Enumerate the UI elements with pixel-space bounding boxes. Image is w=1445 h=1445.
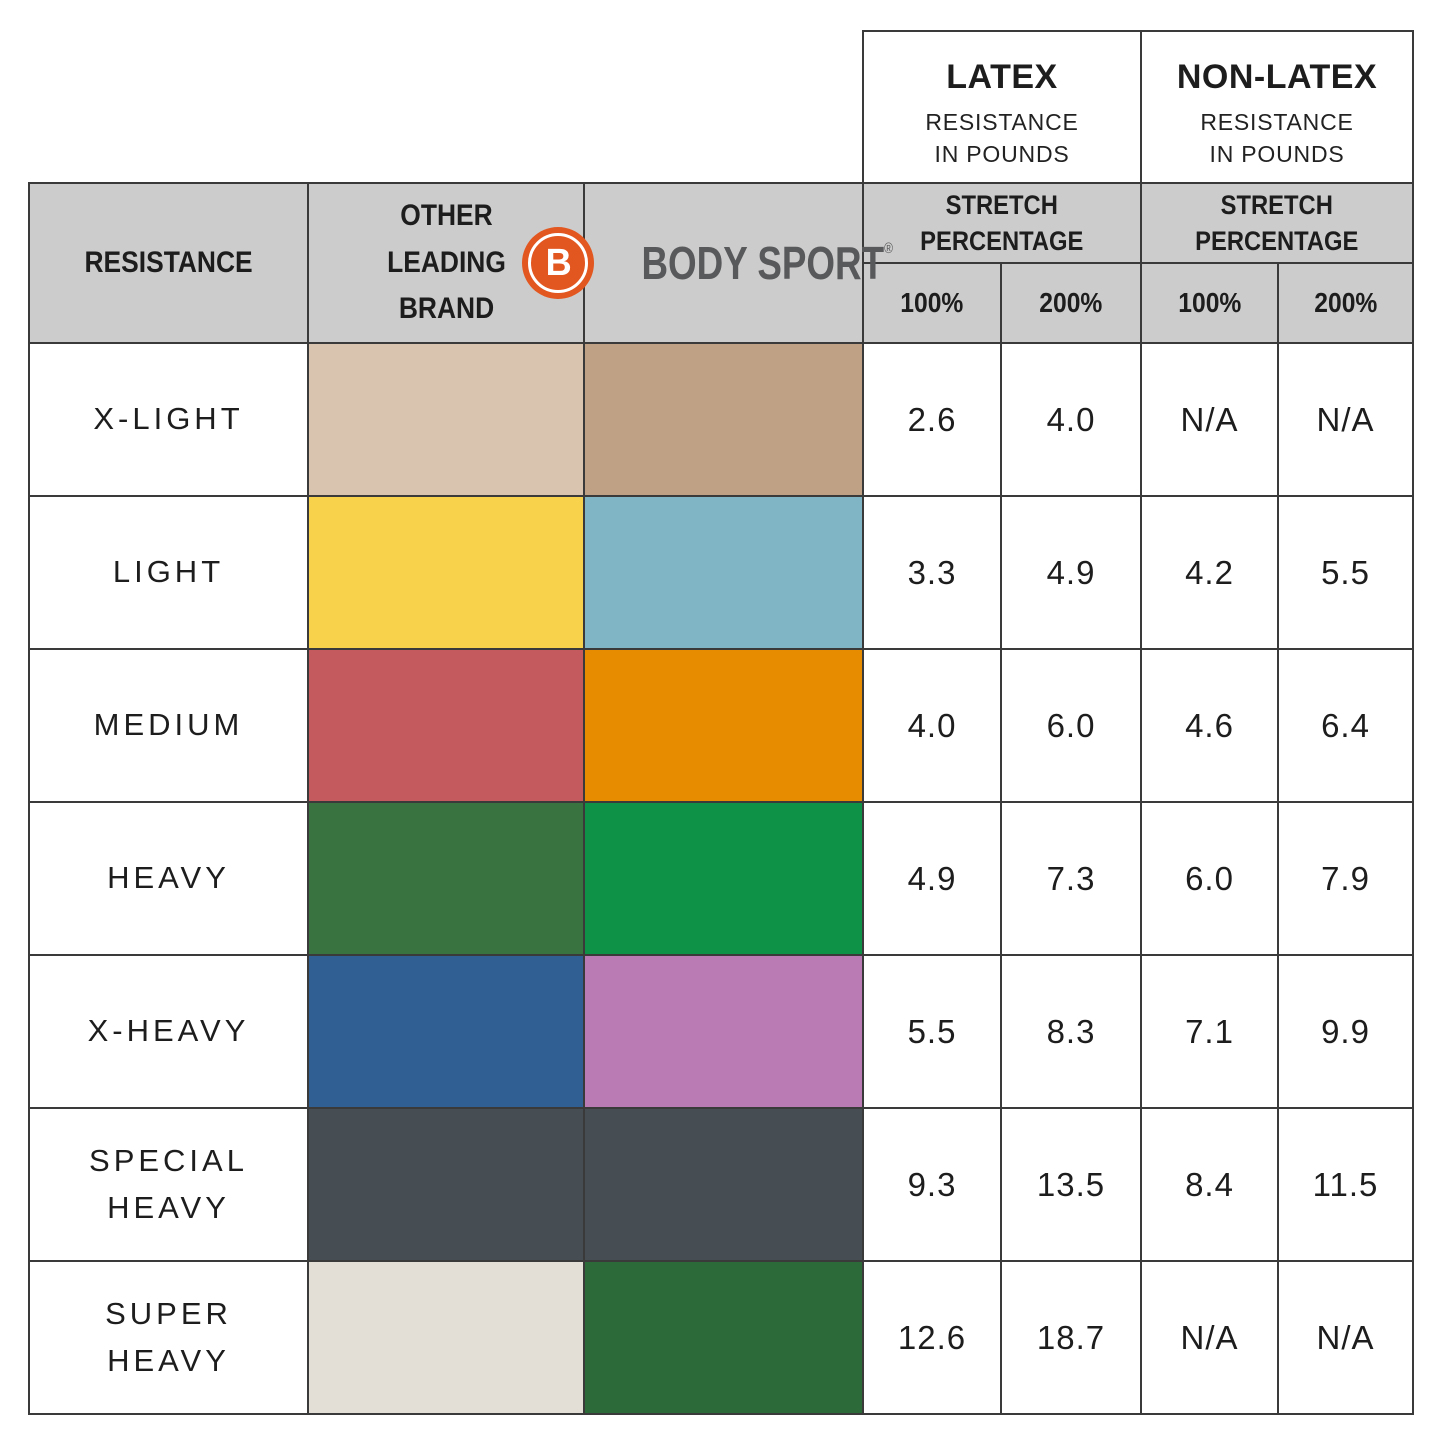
header-cell-latex-100: 100% xyxy=(864,264,1000,342)
body-sport-swatch xyxy=(585,497,862,648)
value-cell: 12.6 xyxy=(864,1262,1000,1413)
header-cell-resistance: RESISTANCE xyxy=(30,184,307,342)
value-cell: 7.1 xyxy=(1142,956,1277,1107)
value-cell: 8.4 xyxy=(1142,1109,1277,1260)
value-cell: 5.5 xyxy=(864,956,1000,1107)
body-sport-swatch xyxy=(585,344,862,495)
value-cell: 18.7 xyxy=(1002,1262,1140,1413)
value-cell: 9.3 xyxy=(864,1109,1000,1260)
value-cell: 4.2 xyxy=(1142,497,1277,648)
value-cell: 6.0 xyxy=(1142,803,1277,954)
value-cell: 11.5 xyxy=(1279,1109,1412,1260)
value-cell: 4.0 xyxy=(864,650,1000,801)
latex-subtitle: RESISTANCE IN POUNDS xyxy=(925,109,1079,167)
value-cell: 4.9 xyxy=(864,803,1000,954)
value-cell: 4.6 xyxy=(1142,650,1277,801)
value-cell: 5.5 xyxy=(1279,497,1412,648)
value-cell: 9.9 xyxy=(1279,956,1412,1107)
other-brand-swatch xyxy=(309,344,583,495)
row-label: SPECIAL HEAVY xyxy=(30,1109,307,1260)
row-label: LIGHT xyxy=(30,497,307,648)
value-cell: N/A xyxy=(1142,344,1277,495)
body-sport-swatch xyxy=(585,956,862,1107)
value-cell: 6.0 xyxy=(1002,650,1140,801)
header-cell-non-latex-stretch: STRETCH PERCENTAGE xyxy=(1142,184,1412,262)
latex-group-header: LATEX RESISTANCE IN POUNDS xyxy=(862,30,1142,182)
comparison-table: RESISTANCE OTHER LEADING BRAND B BODY SP… xyxy=(28,182,1414,1415)
value-cell: 4.0 xyxy=(1002,344,1140,495)
other-brand-swatch xyxy=(309,1262,583,1413)
value-cell: 2.6 xyxy=(864,344,1000,495)
row-label: SUPER HEAVY xyxy=(30,1262,307,1413)
value-cell: 8.3 xyxy=(1002,956,1140,1107)
header-cell-latex-stretch: STRETCH PERCENTAGE xyxy=(864,184,1140,262)
latex-title: LATEX xyxy=(946,58,1058,97)
logo-letter: B xyxy=(545,241,572,284)
other-brand-swatch xyxy=(309,956,583,1107)
body-sport-swatch xyxy=(585,803,862,954)
non-latex-title: NON-LATEX xyxy=(1176,58,1378,97)
body-sport-swatch xyxy=(585,650,862,801)
non-latex-subtitle: RESISTANCE IN POUNDS xyxy=(1200,109,1354,167)
other-brand-swatch xyxy=(309,650,583,801)
row-label: HEAVY xyxy=(30,803,307,954)
value-cell: 6.4 xyxy=(1279,650,1412,801)
other-brand-swatch xyxy=(309,497,583,648)
header-cell-non-latex-100: 100% xyxy=(1142,264,1277,342)
body-sport-logo: B BODY SPORT® xyxy=(522,227,924,299)
row-label: X-HEAVY xyxy=(30,956,307,1107)
value-cell: N/A xyxy=(1142,1262,1277,1413)
header-cell-non-latex-200: 200% xyxy=(1279,264,1412,342)
value-cell: 4.9 xyxy=(1002,497,1140,648)
body-sport-logo-icon: B xyxy=(522,227,595,299)
row-label: MEDIUM xyxy=(30,650,307,801)
value-cell: 7.9 xyxy=(1279,803,1412,954)
brand-name: BODY SPORT® xyxy=(641,237,894,289)
value-cell: 3.3 xyxy=(864,497,1000,648)
value-cell: 7.3 xyxy=(1002,803,1140,954)
other-brand-swatch xyxy=(309,1109,583,1260)
header-cell-latex-200: 200% xyxy=(1002,264,1140,342)
registered-mark-icon: ® xyxy=(884,240,894,257)
value-cell: N/A xyxy=(1279,344,1412,495)
other-brand-swatch xyxy=(309,803,583,954)
logo-ring: B xyxy=(528,233,589,293)
body-sport-swatch xyxy=(585,1262,862,1413)
header-cell-body-sport: B BODY SPORT® xyxy=(522,184,893,342)
row-label: X-LIGHT xyxy=(30,344,307,495)
value-cell: 13.5 xyxy=(1002,1109,1140,1260)
non-latex-group-header: NON-LATEX RESISTANCE IN POUNDS xyxy=(1142,30,1414,182)
material-header-band: LATEX RESISTANCE IN POUNDS NON-LATEX RES… xyxy=(28,30,1414,182)
body-sport-swatch xyxy=(585,1109,862,1260)
value-cell: N/A xyxy=(1279,1262,1412,1413)
